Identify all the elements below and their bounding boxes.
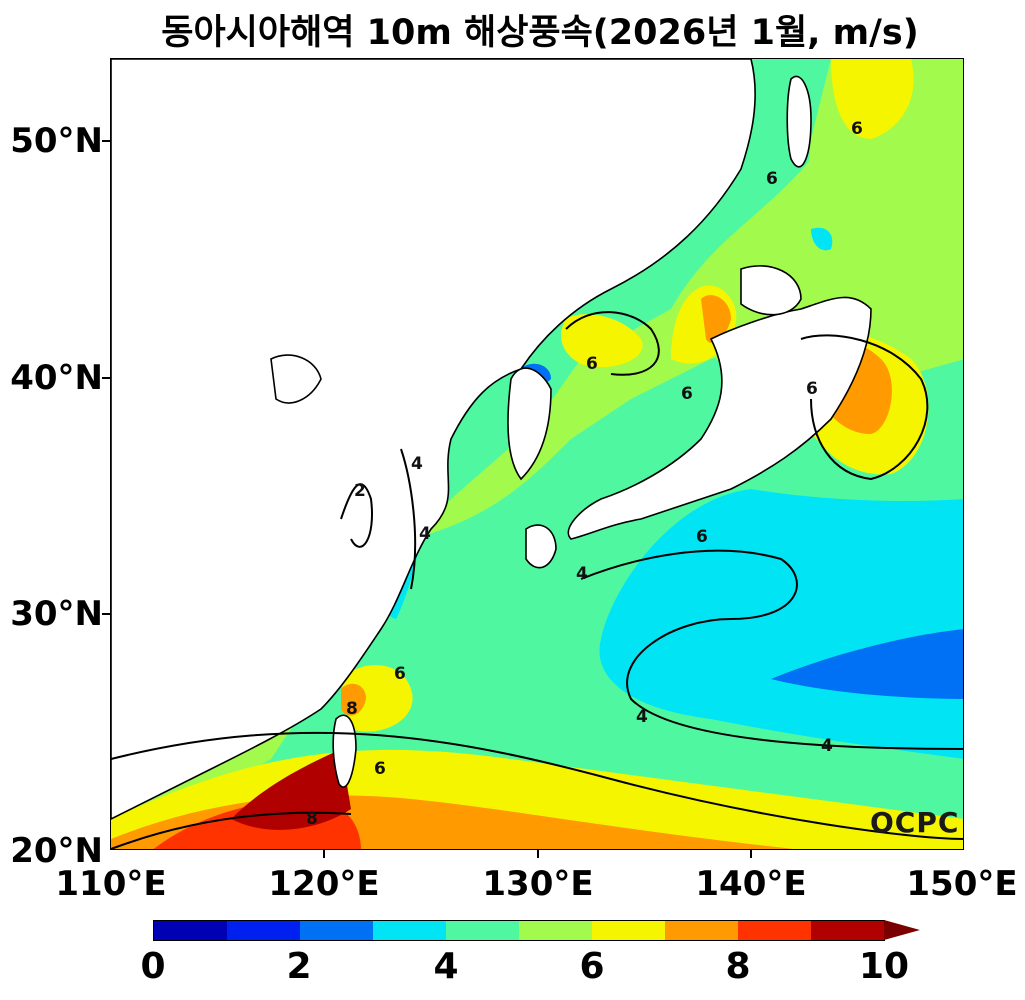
colorbar-segment [592, 921, 665, 940]
zone-north-yellow [831, 59, 914, 139]
zone-korea-east [561, 314, 643, 368]
zone-taiwan-yellow [341, 665, 413, 732]
kyushu [525, 524, 557, 569]
contour-lines [111, 311, 963, 849]
contour-label: 6 [681, 384, 693, 404]
tick-lat [102, 377, 110, 379]
tick-lon [750, 850, 752, 858]
contour-label: 4 [636, 707, 648, 727]
japan-honshu [567, 296, 872, 540]
zone-japan-sea-orange [701, 295, 731, 343]
map-svg: 2 4 4 4 4 4 6 6 6 6 6 6 6 6 8 8 [111, 59, 963, 849]
colorbar-extend-arrow [884, 920, 920, 940]
contour-6-east-japan [800, 334, 929, 481]
lon-label-150e: 150°E [906, 864, 1018, 904]
tick-lon [323, 850, 325, 858]
colorbar-segment [227, 921, 300, 940]
contour-label: 4 [411, 454, 423, 474]
colorbar-segment [154, 921, 227, 940]
korea-peninsula [507, 367, 552, 481]
wind-speed-map: 2 4 4 4 4 4 6 6 6 6 6 6 6 6 8 8 [110, 58, 964, 850]
colorbar-segment [300, 921, 373, 940]
contour-6-south [111, 731, 963, 840]
colorbar [153, 920, 885, 941]
zone-taiwan-orange [341, 683, 366, 716]
colorbar-tick-label: 2 [286, 946, 312, 987]
lon-label-130e: 130°E [482, 864, 594, 904]
tick-lat [102, 613, 110, 615]
colorbar-tick-label: 10 [858, 946, 910, 987]
contour-label: 4 [576, 564, 588, 584]
sakhalin [786, 75, 812, 168]
lon-label-120e: 120°E [268, 864, 380, 904]
colorbar-segment [738, 921, 811, 940]
lon-label-140e: 140°E [695, 864, 807, 904]
colorbar-tick-label: 4 [433, 946, 459, 987]
contour-8-south [111, 811, 352, 849]
colorbar-segment [519, 921, 592, 940]
contour-label: 4 [419, 524, 431, 544]
japan-hokkaido [740, 265, 802, 316]
zone-dark-red [231, 749, 351, 830]
tick-lat [102, 140, 110, 142]
lat-label-40n: 40°N [10, 358, 103, 398]
contour-label: 8 [306, 809, 318, 829]
contour-label: 6 [394, 664, 406, 684]
contour-label: 8 [346, 699, 358, 719]
lat-label-20n: 20°N [10, 831, 103, 871]
zone-pacific-blue [771, 629, 963, 699]
zone-north-cyan [811, 227, 833, 251]
tick-lon [537, 850, 539, 858]
contour-label: 6 [851, 119, 863, 139]
contour-label: 6 [766, 169, 778, 189]
ocpc-watermark: OCPC [870, 806, 960, 839]
lon-label-110e: 110°E [55, 864, 167, 904]
contour-label: 4 [821, 736, 833, 756]
contour-4-pacific [580, 549, 963, 750]
liaodong [270, 354, 322, 404]
colorbar-segment [373, 921, 446, 940]
lat-label-30n: 30°N [10, 594, 103, 634]
map-title: 동아시아해역 10m 해상풍속(2026년 1월, m/s) [161, 13, 919, 53]
colorbar-segment [446, 921, 519, 940]
colorbar-tick-label: 6 [579, 946, 605, 987]
contour-4-yellow-sea [400, 448, 417, 590]
contour-label: 6 [374, 759, 386, 779]
colorbar-tick-label: 0 [140, 946, 166, 987]
contour-label: 6 [696, 527, 708, 547]
colorbar-segment [665, 921, 738, 940]
contour-label: 6 [806, 379, 818, 399]
colorbar-segment [811, 921, 884, 940]
colorbar-tick-label: 8 [725, 946, 751, 987]
mainland-asia [111, 59, 756, 820]
contour-label: 6 [586, 354, 598, 374]
contour-2-yellow-sea [340, 483, 373, 548]
lat-label-50n: 50°N [10, 121, 103, 161]
contour-6-japan-sea [565, 311, 660, 376]
contour-label: 2 [354, 481, 366, 501]
